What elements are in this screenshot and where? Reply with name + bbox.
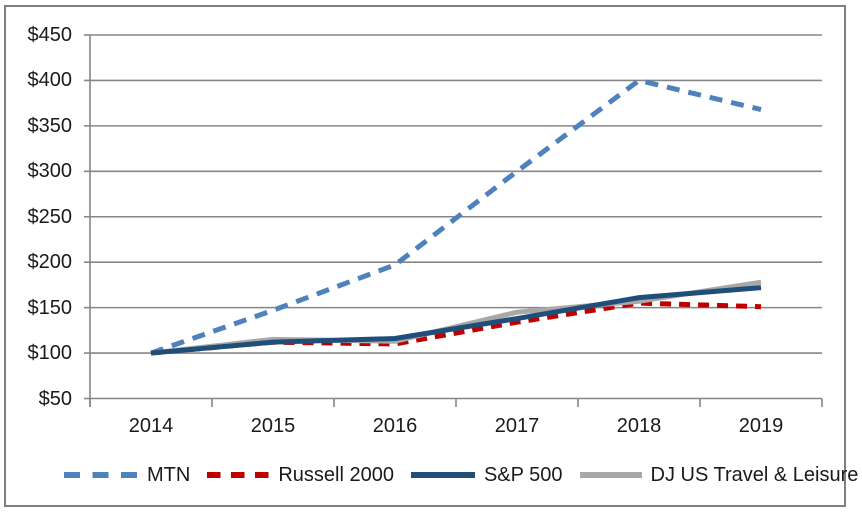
legend-item: S&P 500	[410, 463, 563, 487]
y-axis-tick-label: $250	[27, 205, 73, 228]
series-line-mtn	[150, 77, 762, 356]
y-axis-tick-label: $300	[27, 160, 73, 183]
legend: MTN Russell 2000 S&P 500 DJ US Travel & Lei…	[64, 463, 858, 487]
legend-item: MTN	[64, 463, 190, 487]
x-axis-tick-label: 2014	[128, 415, 174, 437]
legend-swatch-s-p-500	[410, 472, 475, 478]
legend-label: DJ US Travel & Leisure	[650, 464, 859, 486]
x-axis-tick-label: 2019	[738, 415, 784, 437]
legend-swatch-russell-2000	[207, 472, 270, 478]
legend-label: Russell 2000	[278, 464, 394, 486]
y-axis-tick-label: $350	[27, 114, 73, 137]
series-line-s-p-500	[150, 285, 762, 356]
x-axis-tick-label: 2017	[494, 415, 540, 437]
legend-swatch-mtn	[64, 472, 138, 478]
x-axis-tick-label: 2018	[616, 415, 662, 437]
y-axis-tick-label: $450	[27, 24, 73, 46]
y-axis-tick-label: $400	[27, 69, 73, 92]
legend-label: MTN	[147, 464, 191, 486]
y-axis-tick-label: $50	[38, 387, 72, 410]
x-axis-tick-label: 2015	[250, 415, 296, 437]
legend-item: Russell 2000	[207, 463, 394, 487]
legend-label: S&P 500	[483, 464, 563, 486]
y-axis-tick-label: $150	[27, 296, 73, 319]
legend-swatch-dj-us-travel-leisure	[579, 472, 642, 478]
x-axis-tick-label: 2016	[372, 415, 418, 437]
y-axis-tick-label: $100	[27, 342, 73, 365]
y-axis-tick-label: $200	[27, 251, 73, 274]
chart-frame	[4, 5, 846, 507]
legend-item: DJ US Travel & Leisure	[579, 463, 859, 487]
